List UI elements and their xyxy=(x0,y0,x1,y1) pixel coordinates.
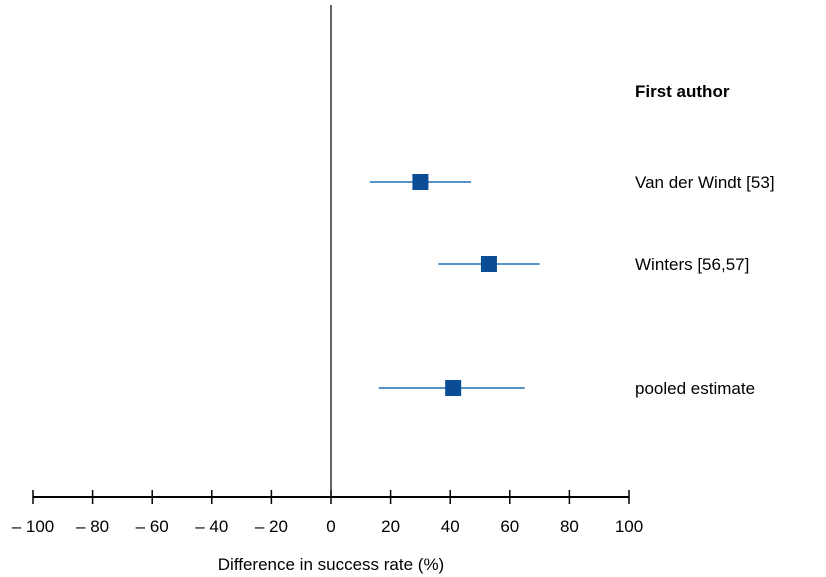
study-label: Winters [56,57] xyxy=(635,255,749,274)
x-axis-ticks xyxy=(32,490,630,504)
study-rows: Van der Windt [53] Winters [56,57] pooled … xyxy=(369,173,775,398)
x-tick-label: 0 xyxy=(326,517,335,536)
x-tick-label: – 60 xyxy=(136,517,169,536)
column-header: First author xyxy=(635,82,730,101)
study-row: Winters [56,57] xyxy=(438,255,749,274)
x-tick-label: – 100 xyxy=(12,517,55,536)
point-estimate xyxy=(445,380,462,396)
x-axis-title: Difference in success rate (%) xyxy=(218,555,444,574)
x-tick-label: 20 xyxy=(381,517,400,536)
x-tick-label: 80 xyxy=(560,517,579,536)
x-tick-label: 60 xyxy=(500,517,519,536)
x-tick-label: 100 xyxy=(615,517,643,536)
x-tick-label: – 20 xyxy=(255,517,288,536)
study-row: Van der Windt [53] xyxy=(369,173,775,192)
point-estimate xyxy=(412,174,429,190)
study-label: pooled estimate xyxy=(635,379,755,398)
point-estimate xyxy=(480,256,497,272)
x-tick-label: 40 xyxy=(441,517,460,536)
study-label: Van der Windt [53] xyxy=(635,173,775,192)
x-axis-tick-labels: – 100 – 80 – 60 – 40 – 20 0 20 40 60 80 100 xyxy=(12,517,643,536)
x-tick-label: – 40 xyxy=(195,517,228,536)
study-row: pooled estimate xyxy=(378,379,755,398)
x-tick-label: – 80 xyxy=(76,517,109,536)
